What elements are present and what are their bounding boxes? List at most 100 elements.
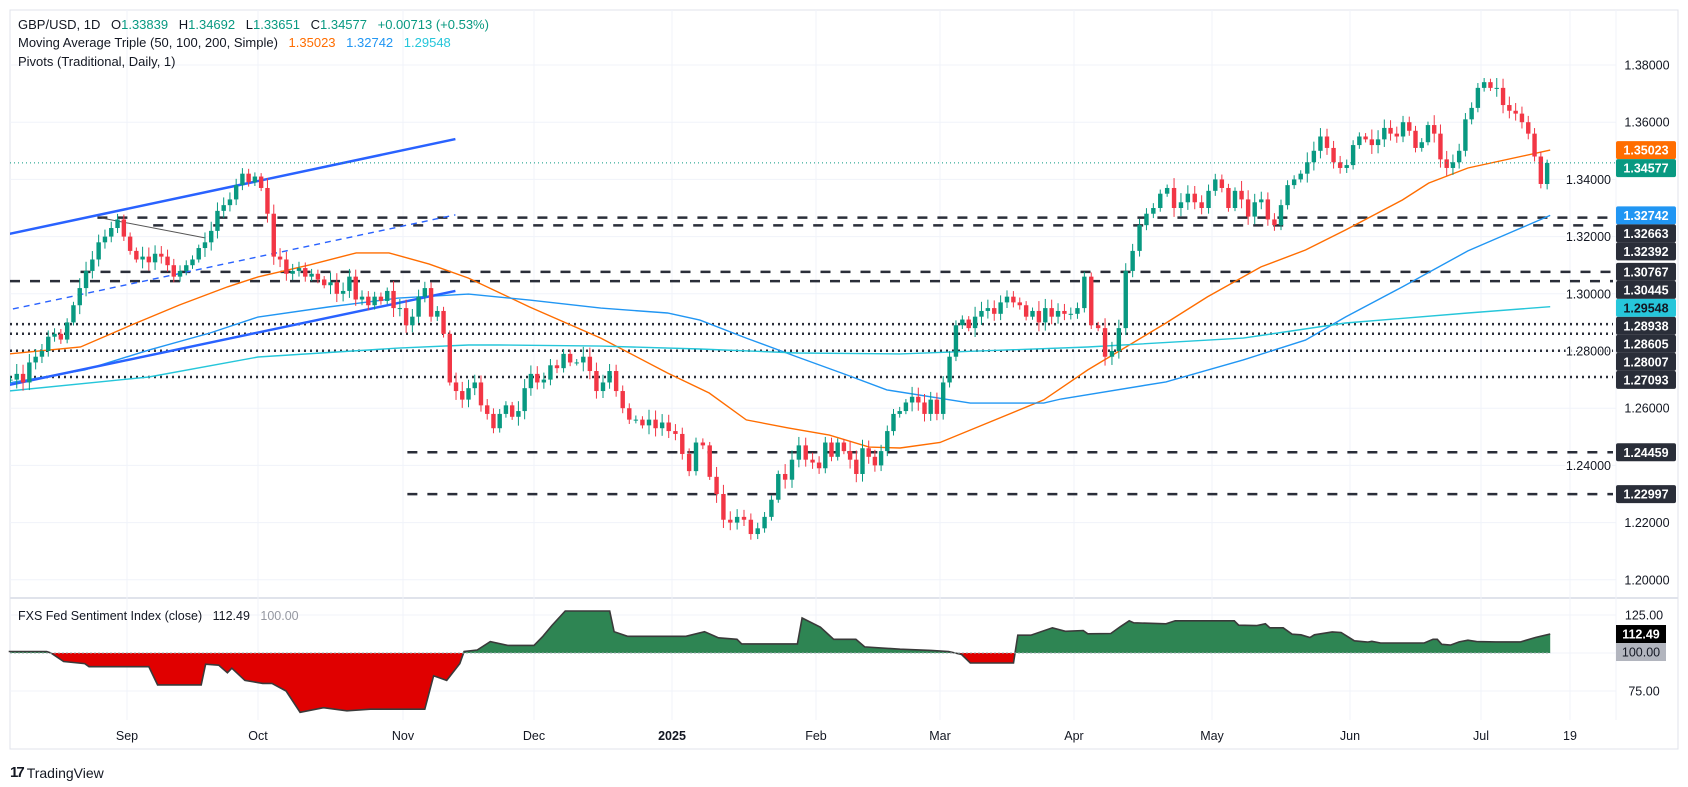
candle[interactable] xyxy=(1285,180,1290,210)
ma-legend-title[interactable]: Moving Average Triple (50, 100, 200, Sim… xyxy=(18,35,278,50)
candle[interactable] xyxy=(847,441,853,469)
candle[interactable] xyxy=(90,251,95,279)
pivot-price-tag[interactable]: 1.28938 xyxy=(1616,316,1676,335)
candle[interactable] xyxy=(1519,106,1525,129)
candle[interactable] xyxy=(528,365,534,396)
candle[interactable] xyxy=(33,348,38,370)
candle[interactable] xyxy=(897,406,902,418)
candle[interactable] xyxy=(177,265,183,282)
candle[interactable] xyxy=(14,364,19,389)
candle[interactable] xyxy=(277,248,283,268)
current-price-tag[interactable]: 1.34577 xyxy=(1616,159,1676,178)
symbol-label[interactable]: GBP/USD, 1D xyxy=(18,17,101,32)
candle[interactable] xyxy=(666,414,671,439)
candle[interactable] xyxy=(1538,151,1544,189)
candle[interactable] xyxy=(734,509,740,530)
pivot-price-tag[interactable]: 1.32663 xyxy=(1616,224,1676,243)
candle[interactable] xyxy=(776,470,781,503)
indicator-baseline-tag[interactable]: 100.00 xyxy=(1616,643,1666,662)
candle[interactable] xyxy=(810,452,815,469)
candle[interactable] xyxy=(985,299,991,319)
candle[interactable] xyxy=(1413,125,1418,153)
candle[interactable] xyxy=(121,214,127,241)
candle[interactable] xyxy=(979,301,984,325)
candle[interactable] xyxy=(1265,192,1271,226)
candle[interactable] xyxy=(265,178,270,223)
trend-line-3[interactable] xyxy=(12,214,456,310)
candle[interactable] xyxy=(554,359,560,374)
candle[interactable] xyxy=(878,444,884,472)
candle[interactable] xyxy=(1219,174,1225,193)
candle[interactable] xyxy=(460,381,465,408)
candle[interactable] xyxy=(922,394,927,422)
candle[interactable] xyxy=(835,438,840,461)
candle[interactable] xyxy=(721,484,726,528)
candle[interactable] xyxy=(1291,175,1297,189)
candle[interactable] xyxy=(227,192,233,212)
candle[interactable] xyxy=(1456,143,1462,169)
candle[interactable] xyxy=(947,351,952,388)
candle[interactable] xyxy=(755,522,760,540)
candle[interactable] xyxy=(541,372,547,389)
candle[interactable] xyxy=(1004,290,1010,309)
candle[interactable] xyxy=(202,232,208,257)
candle[interactable] xyxy=(378,292,384,305)
candle[interactable] xyxy=(127,232,133,255)
candle[interactable] xyxy=(1036,301,1042,332)
candle[interactable] xyxy=(1023,301,1029,321)
candle[interactable] xyxy=(1407,116,1412,136)
candle[interactable] xyxy=(748,513,754,540)
candle[interactable] xyxy=(340,282,346,302)
candle[interactable] xyxy=(1298,170,1303,183)
candle[interactable] xyxy=(1109,341,1115,365)
candle[interactable] xyxy=(478,375,484,412)
candle[interactable] xyxy=(548,359,553,386)
trend-line-1[interactable] xyxy=(9,137,456,236)
candle[interactable] xyxy=(1144,208,1149,231)
candle[interactable] xyxy=(20,364,26,391)
candle[interactable] xyxy=(366,291,371,311)
candle[interactable] xyxy=(1213,173,1218,196)
candle[interactable] xyxy=(27,354,32,391)
candle[interactable] xyxy=(714,466,719,503)
candle[interactable] xyxy=(1116,319,1122,359)
ma50-price-tag[interactable]: 1.35023 xyxy=(1616,141,1676,160)
candle[interactable] xyxy=(1278,199,1284,231)
candle[interactable] xyxy=(503,401,509,418)
candle[interactable] xyxy=(58,328,64,344)
candle[interactable] xyxy=(909,386,915,412)
candle[interactable] xyxy=(152,245,158,270)
candle[interactable] xyxy=(410,308,415,333)
candle[interactable] xyxy=(196,244,201,263)
candle[interactable] xyxy=(693,437,699,476)
candle[interactable] xyxy=(1425,121,1431,146)
candle[interactable] xyxy=(803,437,808,467)
pivot-price-tag[interactable]: 1.30445 xyxy=(1616,280,1676,299)
candle[interactable] xyxy=(1068,307,1074,320)
pivot-price-tag[interactable]: 1.30767 xyxy=(1616,262,1676,281)
candle[interactable] xyxy=(1252,193,1257,225)
candle[interactable] xyxy=(397,298,403,317)
candle[interactable] xyxy=(96,234,101,267)
candle[interactable] xyxy=(653,410,658,437)
candle[interactable] xyxy=(567,349,573,367)
candle[interactable] xyxy=(115,213,120,234)
candle[interactable] xyxy=(866,440,871,464)
candle[interactable] xyxy=(561,348,566,373)
candle[interactable] xyxy=(1206,184,1211,214)
candle[interactable] xyxy=(1394,126,1399,143)
candle[interactable] xyxy=(829,437,834,462)
candle[interactable] xyxy=(1463,113,1468,157)
candle[interactable] xyxy=(1095,321,1101,332)
candle[interactable] xyxy=(221,197,226,218)
candle[interactable] xyxy=(159,246,164,264)
candle[interactable] xyxy=(1469,102,1474,125)
candle[interactable] xyxy=(1357,132,1362,149)
tradingview-brand[interactable]: 17 TradingView xyxy=(10,764,104,781)
candle[interactable] xyxy=(1082,271,1087,313)
candle[interactable] xyxy=(209,221,214,251)
candle[interactable] xyxy=(594,362,599,399)
candle[interactable] xyxy=(83,261,89,297)
candle[interactable] xyxy=(1507,96,1512,119)
candle[interactable] xyxy=(466,379,471,408)
